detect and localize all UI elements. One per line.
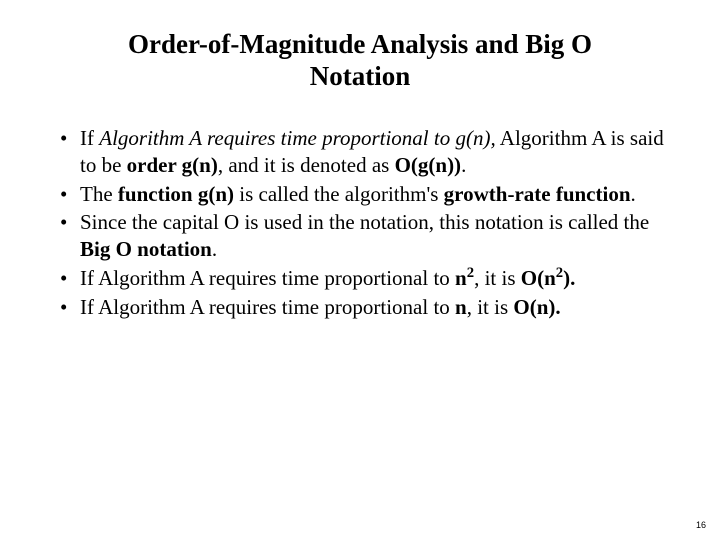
text-run: function g(n): [118, 182, 234, 206]
text-run: , it is: [474, 266, 521, 290]
text-run: The: [80, 182, 118, 206]
text-run: O(n: [521, 266, 556, 290]
text-run: , and it is denoted as: [218, 153, 395, 177]
text-run: n: [455, 266, 467, 290]
bullet-item: If Algorithm A requires time proportiona…: [60, 294, 676, 321]
text-run: O(g(n)): [395, 153, 462, 177]
text-run: order g(n): [127, 153, 218, 177]
bullet-item: Since the capital O is used in the notat…: [60, 209, 676, 263]
text-run: .: [461, 153, 466, 177]
text-run: Since the capital O is used in the notat…: [80, 210, 649, 234]
text-run: n: [455, 295, 467, 319]
text-run: If: [80, 126, 99, 150]
text-run: ).: [563, 266, 575, 290]
text-run: Big O notation: [80, 237, 212, 261]
slide-title: Order-of-Magnitude Analysis and Big O No…: [44, 28, 676, 93]
text-run: , it is: [467, 295, 514, 319]
text-run: O(n).: [513, 295, 560, 319]
bullet-item: The function g(n) is called the algorith…: [60, 181, 676, 208]
text-run: growth-rate function: [444, 182, 631, 206]
text-run: 2: [556, 265, 563, 281]
text-run: .: [212, 237, 217, 261]
title-line-2: Notation: [310, 61, 411, 91]
text-run: 2: [467, 265, 474, 281]
title-line-1: Order-of-Magnitude Analysis and Big O: [128, 29, 592, 59]
text-run: is called the algorithm's: [234, 182, 444, 206]
text-run: .: [631, 182, 636, 206]
text-run: If Algorithm A requires time proportiona…: [80, 295, 455, 319]
bullet-item: If Algorithm A requires time proportiona…: [60, 125, 676, 179]
page-number: 16: [696, 520, 706, 530]
bullet-item: If Algorithm A requires time proportiona…: [60, 265, 676, 292]
slide: Order-of-Magnitude Analysis and Big O No…: [0, 0, 720, 540]
text-run: Algorithm A requires time proportional t…: [99, 126, 495, 150]
bullet-list: If Algorithm A requires time proportiona…: [44, 125, 676, 321]
text-run: If Algorithm A requires time proportiona…: [80, 266, 455, 290]
